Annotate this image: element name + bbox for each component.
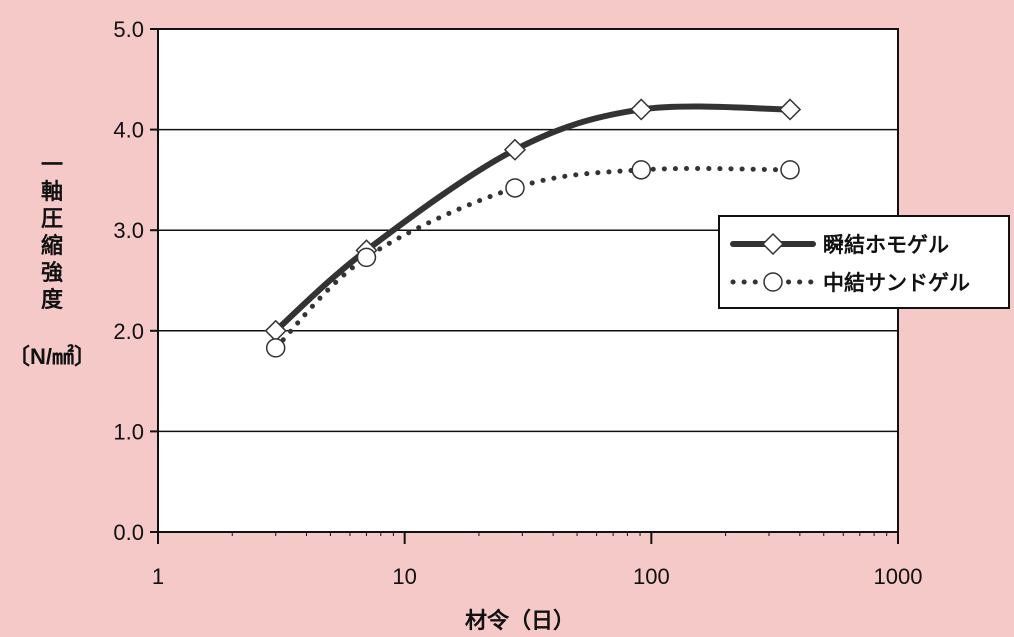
data-point-circle — [631, 160, 651, 180]
y-axis-title-char: 軸 — [41, 179, 63, 204]
x-axis-title: 材令（日） — [465, 608, 575, 633]
y-axis-unit: 〔N/㎟〕 — [8, 344, 96, 369]
data-point-circle — [780, 160, 800, 180]
y-axis-title-char: 圧 — [41, 206, 63, 231]
y-tick-label: 5.0 — [113, 17, 144, 42]
y-tick-label: 4.0 — [113, 118, 144, 143]
x-tick-label: 1 — [152, 564, 164, 589]
y-axis-title-char: 一 — [41, 152, 63, 177]
data-point-circle — [265, 338, 286, 358]
data-point-diamond — [630, 98, 653, 121]
data-point-circle — [505, 178, 525, 198]
data-point-diamond — [503, 138, 527, 161]
y-tick-label: 2.0 — [113, 319, 144, 344]
data-point-circle — [356, 247, 377, 268]
y-axis-title-char: 縮 — [41, 233, 63, 258]
x-tick-label: 1000 — [874, 564, 923, 589]
series-line-2 — [273, 166, 793, 351]
legend-label: 中結サンドゲル — [823, 271, 970, 295]
y-axis-title-char: 度 — [41, 287, 64, 312]
y-tick-label: 3.0 — [113, 218, 144, 243]
y-tick-label: 1.0 — [113, 419, 144, 444]
legend-marker — [761, 232, 785, 256]
legend-box — [718, 215, 1010, 309]
y-tick-label: 0.0 — [113, 520, 144, 545]
series-layer — [264, 98, 802, 358]
x-tick-label: 100 — [633, 564, 670, 589]
legend-label: 瞬結ホモゲル — [823, 233, 949, 257]
y-axis-title-char: 強 — [41, 260, 63, 285]
data-point-diamond — [778, 98, 802, 121]
axis-ticks: 0.0 1.0 2.0 3.0 4.0 5.0 1 10 100 1000 — [113, 17, 922, 589]
legend-marker — [763, 272, 783, 292]
x-tick-label: 10 — [392, 564, 416, 589]
